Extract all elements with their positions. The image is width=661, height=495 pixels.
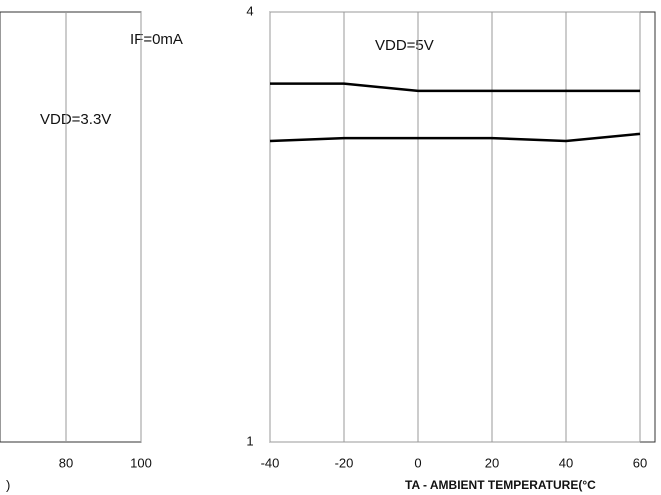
annotation: VDD=3.3V [40, 111, 111, 128]
y-tick-label: 4 [246, 3, 253, 18]
annotation: IF=0mA [130, 31, 183, 48]
x-tick-label: 80 [59, 455, 73, 470]
series-line [270, 82, 640, 93]
x-tick-label: 20 [485, 455, 499, 470]
annotation: VDD=5V [375, 37, 434, 54]
series-line [269, 132, 641, 143]
x-tick-label: -40 [261, 455, 280, 470]
x-axis-label: ) [6, 477, 10, 492]
x-tick-label: 40 [559, 455, 573, 470]
x-tick-label: 60 [633, 455, 647, 470]
x-tick-label: -20 [335, 455, 354, 470]
x-tick-label: 100 [130, 455, 152, 470]
x-tick-label: 0 [414, 455, 421, 470]
y-tick-label: 1 [246, 433, 253, 448]
x-axis-label: TA - AMBIENT TEMPERATURE(°C [405, 478, 596, 492]
